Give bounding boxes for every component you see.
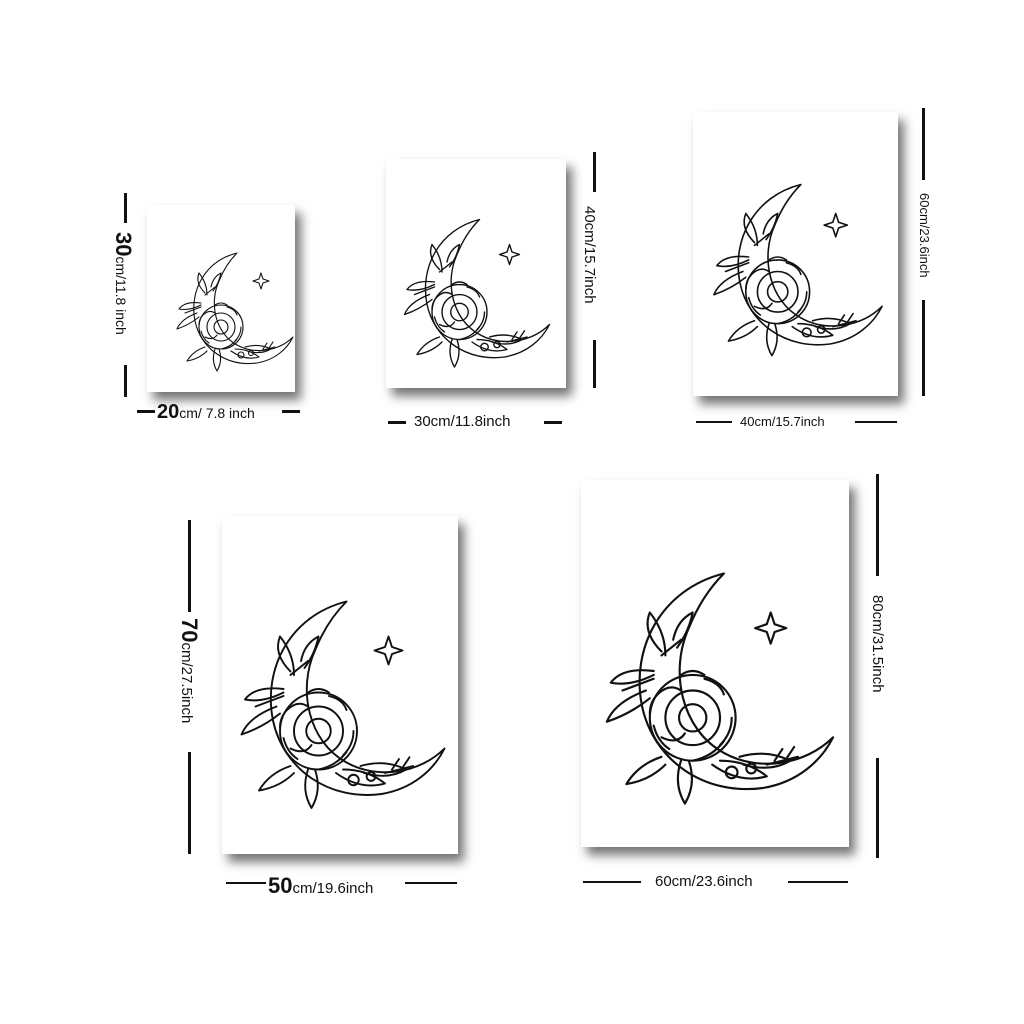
poster-30x40 [386,159,566,388]
height-line-bottom [124,365,127,397]
height-line-top [188,520,191,612]
width-label-50x70: 50cm/19.6inch [268,873,373,899]
width-line-right [788,881,848,883]
width-line-left [696,421,732,423]
width-line-right [855,421,897,423]
width-line-left [583,881,641,883]
moon-flower-artwork [581,480,849,847]
height-label-50x70: 70cm/27.5inch [176,618,202,723]
poster-20x30 [147,205,295,392]
height-line-bottom [922,300,925,396]
height-line-bottom [188,752,191,854]
width-label-20x30: 20cm/ 7.8 inch [157,401,255,424]
height-label-30x40: 40cm/15.7inch [581,206,598,304]
width-label-60x80: 60cm/23.6inch [655,873,753,890]
height-line-bottom [876,758,879,858]
width-line-left [388,421,406,424]
height-line-top [593,152,596,192]
poster-40x60 [693,112,898,396]
moon-flower-artwork [693,112,898,396]
moon-flower-artwork [386,159,566,388]
moon-flower-artwork [147,205,295,392]
height-label-20x30: 30cm/11.8 inch [110,232,136,335]
moon-flower-artwork [222,516,458,854]
width-line-right [282,410,300,413]
height-label-40x60: 60cm/23.6inch [917,193,932,278]
poster-60x80 [581,480,849,847]
poster-50x70 [222,516,458,854]
height-label-60x80: 80cm/31.5inch [869,595,886,693]
width-line-left [226,882,266,884]
height-line-bottom [593,340,596,388]
height-line-top [922,108,925,180]
width-label-30x40: 30cm/11.8inch [414,413,510,430]
width-line-right [544,421,562,424]
width-label-40x60: 40cm/15.7inch [740,414,825,429]
height-line-top [876,474,879,576]
width-line-right [405,882,457,884]
height-line-top [124,193,127,223]
width-line-left [137,410,155,413]
